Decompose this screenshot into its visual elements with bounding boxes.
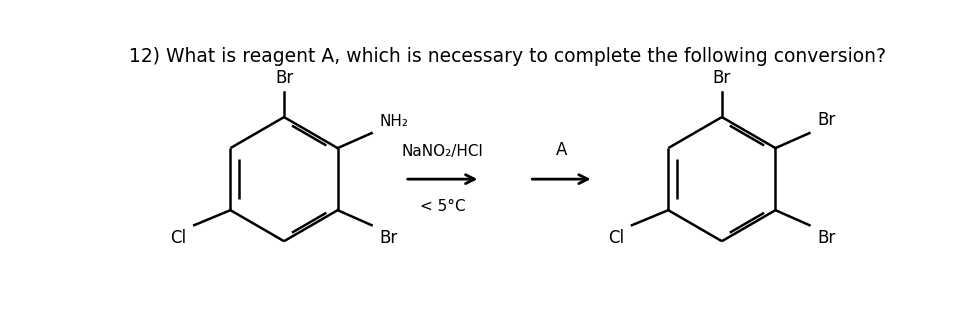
Text: Br: Br	[379, 229, 397, 247]
Text: NH₂: NH₂	[379, 114, 408, 129]
Text: A: A	[556, 141, 567, 159]
Text: Br: Br	[275, 69, 293, 87]
Text: NaNO₂/HCl: NaNO₂/HCl	[401, 144, 483, 159]
Text: Br: Br	[713, 69, 730, 87]
Text: Cl: Cl	[609, 229, 624, 247]
Text: Br: Br	[817, 111, 836, 129]
Text: Br: Br	[817, 229, 836, 247]
Text: 12) What is reagent A, which is necessary to complete the following conversion?: 12) What is reagent A, which is necessar…	[130, 46, 886, 66]
Text: Cl: Cl	[170, 229, 187, 247]
Text: < 5°C: < 5°C	[420, 199, 466, 214]
